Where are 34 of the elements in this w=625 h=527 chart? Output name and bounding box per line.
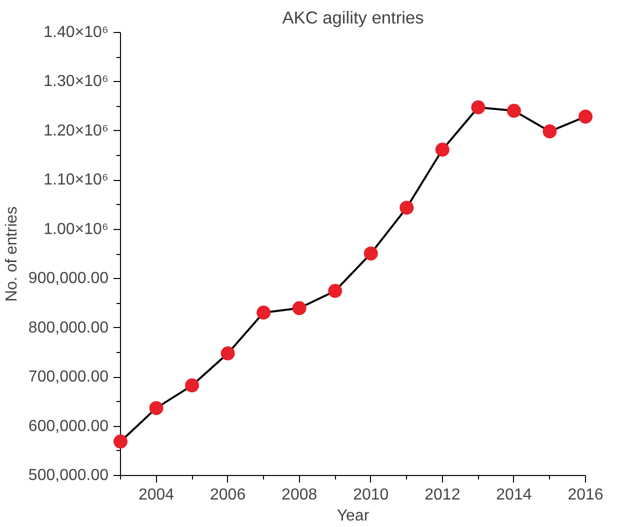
- point: [114, 434, 128, 449]
- point: [506, 104, 521, 118]
- point: [542, 124, 557, 138]
- point: [328, 284, 342, 298]
- x-tick-label: 2014: [496, 486, 532, 504]
- point: [149, 401, 164, 416]
- x-axis-title: Year: [336, 508, 370, 524]
- point: [292, 301, 306, 316]
- x-tick-label: 2016: [568, 486, 604, 504]
- y-tick-label: 1.40×10⁶: [44, 24, 109, 41]
- point: [256, 306, 271, 320]
- y-axis-title: No. of entries: [3, 206, 20, 302]
- point: [400, 200, 414, 215]
- y-tick-label: 1.10×10⁶: [44, 172, 109, 189]
- point: [578, 110, 592, 124]
- y-tick-label: 500,000.00: [28, 467, 109, 484]
- point: [471, 100, 486, 114]
- y-tick-label: 1.00×10⁶: [44, 220, 109, 238]
- y-tick-label: 800,000.00: [28, 319, 109, 336]
- chart-title: AKC agility entries: [282, 8, 424, 28]
- x-tick-label: 2008: [282, 486, 318, 504]
- x-tick-label: 2006: [210, 486, 246, 504]
- x-tick-label: 2010: [353, 486, 389, 504]
- y-tick-label: 1.30×10⁶: [44, 73, 109, 90]
- x-tick-label: 2004: [138, 486, 174, 504]
- y-tick-label: 900,000.00: [28, 270, 109, 288]
- y-tick-label: 1.20×10⁶: [44, 122, 109, 140]
- y-tick-label: 700,000.00: [28, 368, 109, 386]
- point: [364, 246, 378, 260]
- point: [185, 378, 200, 392]
- point: [220, 346, 235, 360]
- x-tick-label: 2012: [424, 486, 460, 504]
- y-tick-label: 600,000.00: [28, 418, 109, 435]
- point: [435, 142, 450, 157]
